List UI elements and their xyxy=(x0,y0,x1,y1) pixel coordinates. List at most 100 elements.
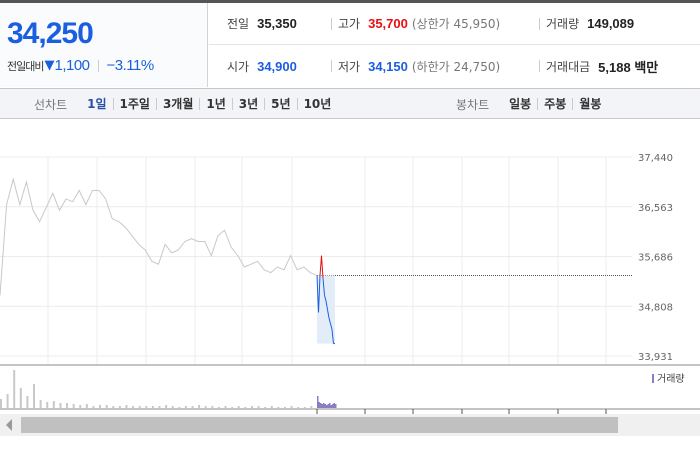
volume-bar-today xyxy=(323,403,325,408)
today-price-segment xyxy=(327,309,330,319)
volume-bar xyxy=(217,407,220,408)
volume-bar xyxy=(125,405,128,408)
change-label: 전일대비 xyxy=(7,59,44,73)
today-price-segment xyxy=(324,295,327,302)
lower-limit: (하한가 24,750) xyxy=(411,59,501,74)
volume-bar xyxy=(165,405,168,408)
volume-bar xyxy=(52,401,55,408)
current-price: 34,250 xyxy=(7,17,94,50)
volume-bar xyxy=(132,406,135,408)
line-chart-title: 선차트 xyxy=(34,97,68,112)
volume-bar xyxy=(178,407,181,408)
volume-bar xyxy=(105,405,108,408)
volume-bar xyxy=(19,388,22,408)
volume-bar xyxy=(33,384,36,408)
prev-close: 35,350 xyxy=(257,16,297,31)
tab-monthly[interactable]: 월봉 xyxy=(572,98,607,110)
volume-label: 거래량 xyxy=(546,17,580,31)
chart-scrollbar[interactable] xyxy=(0,414,700,436)
top-border xyxy=(0,0,700,3)
volume-bar xyxy=(264,407,267,408)
tab-1y[interactable]: 1년 xyxy=(199,98,231,110)
amount-label: 거래대금 xyxy=(546,59,591,74)
volume-bar xyxy=(297,407,300,408)
volume-bar xyxy=(66,403,69,408)
volume-bar xyxy=(158,406,161,408)
tab-daily[interactable]: 일봉 xyxy=(509,97,532,111)
divider xyxy=(331,60,332,72)
volume-bar-today xyxy=(330,405,332,408)
change-value: 1,100 xyxy=(54,57,90,74)
volume-bar xyxy=(92,406,95,408)
amount-value: 5,188 백만 xyxy=(598,59,659,75)
triangle-down-icon: ▼ xyxy=(44,58,55,73)
divider xyxy=(539,17,540,30)
price-chart: 37,440 36,563 35,686 34,808 33,931 거래량 xyxy=(0,153,700,414)
volume-bar xyxy=(0,399,2,408)
tab-1d[interactable]: 1일 xyxy=(87,97,107,111)
low-label: 저가 xyxy=(338,59,361,74)
volume-legend-label: 거래량 xyxy=(657,373,685,385)
today-price-segment xyxy=(331,329,334,344)
volume-bar-today xyxy=(326,405,328,408)
volume-bar-today xyxy=(320,403,322,408)
volume-bar xyxy=(85,404,88,408)
today-price-segment xyxy=(328,317,331,324)
volume-bar xyxy=(6,394,9,408)
volume-bar xyxy=(277,407,280,408)
tab-3y[interactable]: 3년 xyxy=(231,98,264,110)
prev-label: 전일 xyxy=(227,17,250,31)
today-price-segment xyxy=(325,300,328,310)
volume-bar xyxy=(224,406,227,408)
volume-bar xyxy=(72,404,75,408)
scrollbar-thumb[interactable] xyxy=(21,417,618,433)
today-price-segment xyxy=(322,278,325,296)
volume-bar xyxy=(46,402,49,408)
volume-bar xyxy=(112,406,115,408)
chart-tabs: 선차트 1일 1주일 3개월 1년 3년 5년 10년 봉차트 일봉 주봉 월봉 xyxy=(0,88,700,119)
volume-bar-today xyxy=(321,404,323,408)
volume-bar xyxy=(118,406,121,408)
tab-5y[interactable]: 5년 xyxy=(264,98,296,110)
volume-bar xyxy=(145,406,148,408)
volume-bar xyxy=(59,403,62,408)
open-label: 시가 xyxy=(227,59,250,74)
low-price: 34,150 xyxy=(368,58,408,74)
volume-bar-today xyxy=(317,396,319,408)
previous-day-line xyxy=(0,177,318,296)
volume-bar xyxy=(79,405,82,408)
volume-bar-today xyxy=(327,404,329,408)
y-tick-label: 34,808 xyxy=(638,302,673,313)
volume-bar-today xyxy=(335,404,337,408)
high-label: 고가 xyxy=(338,17,361,31)
volume-bar xyxy=(290,406,293,408)
today-price-segment xyxy=(318,275,321,313)
high-price: 35,700 xyxy=(368,16,408,31)
volume-bar xyxy=(26,396,29,408)
volume-bar-today xyxy=(329,403,331,408)
volume-bar xyxy=(138,406,141,408)
today-range-fill xyxy=(317,275,335,344)
tab-3m[interactable]: 3개월 xyxy=(155,98,199,110)
quote-stats: 전일 35,350 고가 35,700 (상한가 45,950) 거래량 149,089… xyxy=(209,3,700,87)
volume-bar xyxy=(283,407,286,408)
change-row: 전일대비 ▼ 1,100 −3.11% xyxy=(7,57,154,74)
today-price-segment xyxy=(330,323,333,330)
tab-1w[interactable]: 1주일 xyxy=(112,98,156,110)
divider xyxy=(97,59,99,72)
tab-weekly[interactable]: 주봉 xyxy=(537,98,572,110)
y-tick-label: 35,686 xyxy=(638,253,673,264)
volume-bar xyxy=(198,405,201,408)
volume-bar-today xyxy=(333,403,335,408)
volume-bar xyxy=(231,407,234,408)
scroll-left-icon[interactable] xyxy=(6,419,12,431)
volume-bar xyxy=(257,406,260,408)
volume-bar xyxy=(303,407,306,408)
volume-bar xyxy=(204,406,207,408)
y-tick-label: 37,440 xyxy=(638,153,673,164)
tab-10y[interactable]: 10년 xyxy=(296,98,338,110)
volume-bar xyxy=(244,407,247,408)
y-tick-label: 33,931 xyxy=(638,352,673,363)
open-price: 34,900 xyxy=(257,58,297,74)
line-chart-tabs: 선차트 1일 1주일 3개월 1년 3년 5년 10년 xyxy=(34,89,337,119)
